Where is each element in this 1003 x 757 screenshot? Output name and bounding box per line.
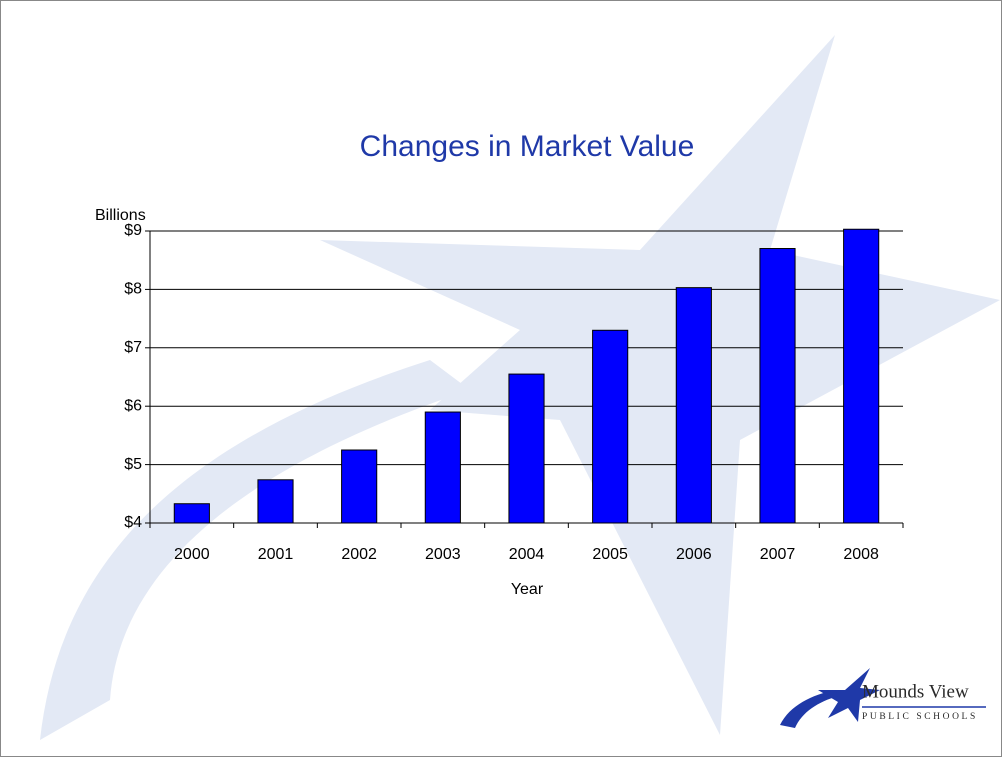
bar [844,229,879,523]
chart-title: Changes in Market Value [360,130,695,163]
x-axis-label: Year [511,581,544,598]
bar [676,288,711,523]
x-tick-label: 2008 [843,546,879,563]
x-tick-label: 2005 [592,546,628,563]
x-tick-label: 2003 [425,546,461,563]
bar [425,412,460,523]
x-tick-label: 2004 [509,546,545,563]
x-tick-label: 2002 [341,546,377,563]
y-tick-label: $4 [124,514,142,531]
y-tick-label: $6 [124,397,142,414]
y-tick-label: $9 [124,222,142,239]
logo-name: Mounds View [862,681,969,702]
x-tick-label: 2001 [258,546,294,563]
y-tick-label: $5 [124,456,142,473]
page: {"chart_data": {"type": "bar", "title": … [0,0,1003,757]
bar [258,480,293,523]
bar [593,330,628,523]
y-tick-label: $7 [124,339,142,356]
slide: Changes in Market Value Billions Year $4… [0,0,1003,757]
x-tick-label: 2006 [676,546,712,563]
x-tick-label: 2000 [174,546,210,563]
y-tick-label: $8 [124,281,142,298]
x-tick-label: 2007 [760,546,796,563]
bar [760,249,795,523]
bar [342,450,377,523]
logo-subtitle: PUBLIC SCHOOLS [862,712,978,722]
bar [174,504,209,523]
bar [509,374,544,523]
